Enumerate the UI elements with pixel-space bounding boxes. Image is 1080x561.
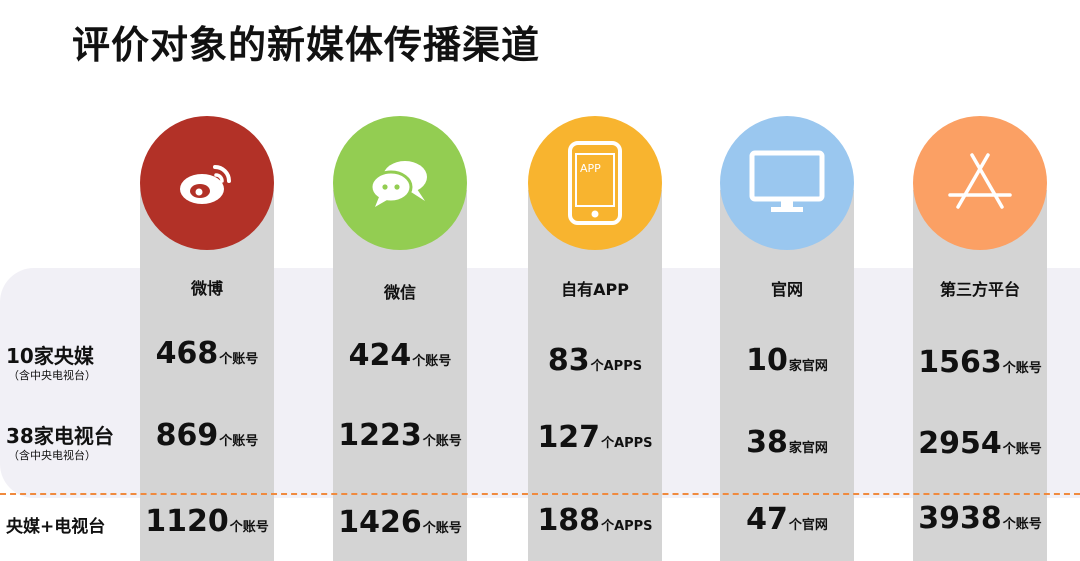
value-cell: 1223个账号 — [338, 418, 462, 453]
column-bar — [720, 190, 854, 561]
column-own-app: APP 自有APP 83个APPS 127个APPS 188个APPS — [528, 0, 662, 561]
value-cell: 127个APPS — [537, 420, 653, 455]
column-bar — [333, 190, 467, 561]
mobile-app-icon-circle: APP — [528, 116, 662, 250]
column-label-weibo: 微博 — [190, 279, 223, 298]
monitor-icon — [749, 150, 825, 212]
column-third-party: 第三方平台 1563个账号 2954个账号 3938个账号 — [913, 0, 1047, 561]
row-label-central-media: 10家央媒 （含中央电视台） — [6, 340, 96, 383]
wechat-icon-circle — [333, 116, 467, 250]
value-cell: 869个账号 — [155, 418, 259, 453]
value-cell: 10家官网 — [746, 343, 828, 378]
row-label-tv-stations: 38家电视台 （含中央电视台） — [6, 420, 114, 463]
app-store-icon-circle — [913, 116, 1047, 250]
svg-text:APP: APP — [580, 162, 601, 175]
row-label-main: 10家央媒 — [6, 344, 94, 368]
column-bar — [140, 190, 274, 561]
value-cell: 188个APPS — [537, 503, 653, 538]
column-bar — [913, 190, 1047, 561]
column-label-wechat: 微信 — [383, 283, 416, 302]
column-official-site: 官网 10家官网 38家官网 47个官网 — [720, 0, 854, 561]
value-cell: 47个官网 — [746, 502, 828, 537]
column-weibo: 微博 468个账号 869个账号 1120个账号 — [140, 0, 274, 561]
value-cell: 424个账号 — [348, 338, 452, 373]
value-cell: 2954个账号 — [918, 426, 1042, 461]
value-cell: 38家官网 — [746, 425, 828, 460]
value-cell: 1563个账号 — [918, 345, 1042, 380]
column-label-own-app: 自有APP — [561, 280, 629, 299]
app-store-icon — [948, 153, 1012, 209]
row-label-main: 央媒+电视台 — [6, 517, 106, 537]
row-label-sub: （含中央电视台） — [8, 369, 96, 382]
value-cell: 468个账号 — [155, 336, 259, 371]
weibo-icon-circle — [140, 116, 274, 250]
value-cell: 1426个账号 — [338, 505, 462, 540]
row-label-sub: （含中央电视台） — [8, 449, 96, 462]
column-wechat: 微信 424个账号 1223个账号 1426个账号 — [333, 0, 467, 561]
wechat-icon — [369, 161, 427, 207]
monitor-icon-circle — [720, 116, 854, 250]
weibo-icon — [180, 165, 231, 204]
value-cell: 3938个账号 — [918, 501, 1042, 536]
row-label-main: 38家电视台 — [6, 424, 114, 448]
page-title: 评价对象的新媒体传播渠道 — [72, 23, 541, 67]
column-label-third-party: 第三方平台 — [939, 280, 1020, 299]
column-label-official-site: 官网 — [770, 280, 803, 299]
column-bar — [528, 190, 662, 561]
dashed-divider — [0, 493, 1080, 495]
value-cell: 1120个账号 — [145, 504, 269, 539]
mobile-app-icon: APP — [568, 141, 622, 225]
value-cell: 83个APPS — [547, 343, 643, 378]
row-label-total: 央媒+电视台 — [6, 512, 105, 537]
